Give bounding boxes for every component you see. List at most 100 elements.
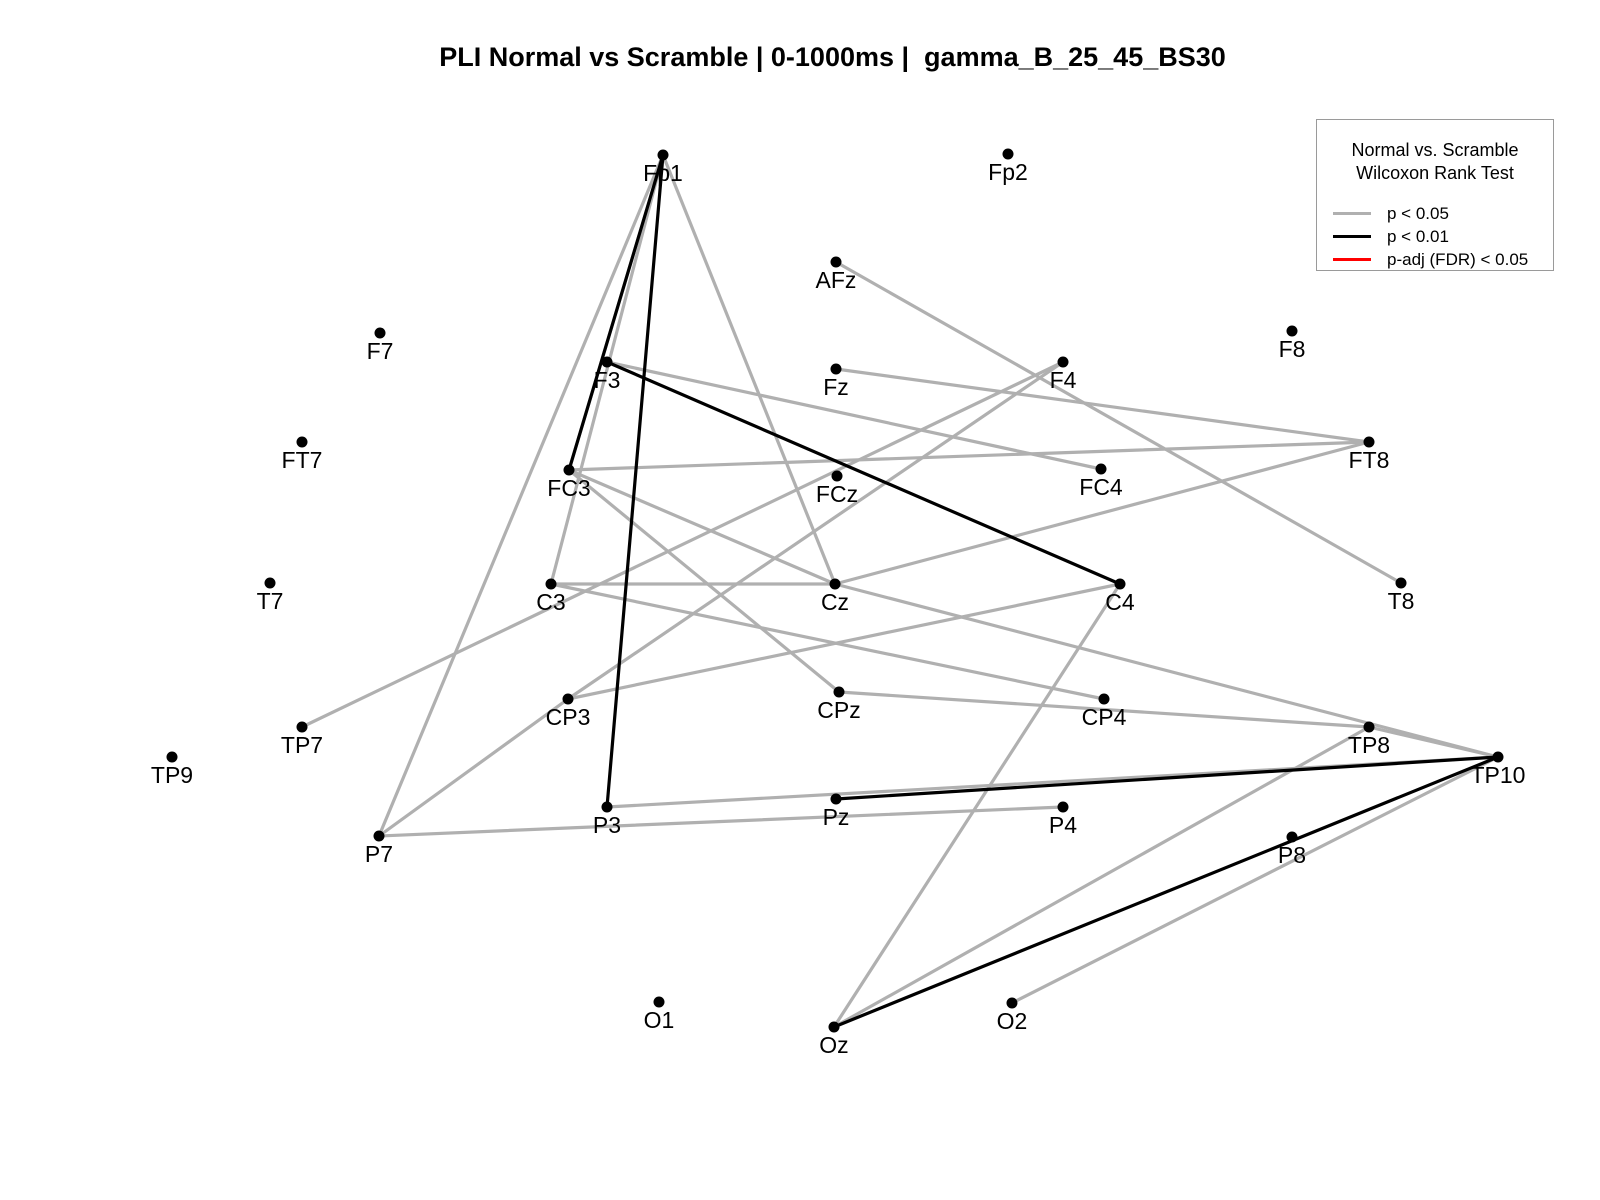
electrode-label-F8: F8 <box>1279 336 1306 362</box>
electrode-dot-P7 <box>373 830 385 842</box>
electrode-dot-T7 <box>264 577 276 589</box>
edge-Fp1-Cz-p05 <box>661 153 837 586</box>
electrode-label-P3: P3 <box>593 812 621 838</box>
legend-label-p01: p < 0.01 <box>1387 226 1449 246</box>
legend-title-line2: Wilcoxon Rank Test <box>1356 163 1514 183</box>
electrode-dot-C3 <box>545 578 557 590</box>
electrode-label-P7: P7 <box>365 841 393 867</box>
electrode-label-Fp1: Fp1 <box>643 160 683 186</box>
electrode-dot-TP9 <box>166 751 178 763</box>
electrode-dot-P8 <box>1286 831 1298 843</box>
electrode-label-Cz: Cz <box>821 589 849 615</box>
edge-layer <box>300 153 1500 1029</box>
edge-Oz-TP10-p01 <box>832 755 1500 1029</box>
electrode-dot-FT8 <box>1363 436 1375 448</box>
edge-Pz-TP10-p01 <box>834 755 1500 801</box>
edge-TP8-Oz-p05 <box>832 725 1371 1029</box>
plot-title: PLI Normal vs Scramble | 0-1000ms | gamm… <box>439 42 1226 72</box>
electrode-label-F3: F3 <box>594 367 621 393</box>
legend-entry-p01: p < 0.01 <box>1333 225 1449 248</box>
electrode-label-AFz: AFz <box>816 267 857 293</box>
edge-FC3-Cz-p05 <box>567 468 837 586</box>
electrode-label-O1: O1 <box>644 1007 675 1033</box>
edge-F3-FC4-p05 <box>605 360 1103 471</box>
edge-FC3-CPz-p05 <box>567 468 841 694</box>
electrode-dot-Pz <box>830 793 842 805</box>
electrode-dot-FT7 <box>296 436 308 448</box>
electrode-label-P8: P8 <box>1278 842 1306 868</box>
edge-Cz-FT8-p05 <box>833 440 1371 586</box>
electrode-label-FC4: FC4 <box>1079 474 1123 500</box>
electrode-dot-F8 <box>1286 325 1298 337</box>
electrode-label-TP10: TP10 <box>1471 762 1526 788</box>
electrode-label-Fp2: Fp2 <box>988 159 1028 185</box>
edge-F4-CP3-p05 <box>566 360 1065 701</box>
electrode-label-FT7: FT7 <box>282 447 323 473</box>
electrode-dot-CP3 <box>562 693 574 705</box>
electrode-dot-TP7 <box>296 721 308 733</box>
edge-F4-TP7-p05 <box>300 360 1065 729</box>
electrode-dot-TP10 <box>1492 751 1504 763</box>
legend-swatch-p01 <box>1333 235 1371 238</box>
legend-label-fdr: p-adj (FDR) < 0.05 <box>1387 249 1529 269</box>
electrode-dot-P3 <box>601 801 613 813</box>
edge-Fp1-C3-p05 <box>549 153 665 586</box>
electrode-dot-C4 <box>1114 578 1126 590</box>
electrode-dot-O2 <box>1006 997 1018 1009</box>
edge-Fp1-P7-p05 <box>377 153 665 838</box>
electrode-label-Pz: Pz <box>823 804 850 830</box>
electrode-label-T8: T8 <box>1388 588 1415 614</box>
electrode-dot-TP8 <box>1363 721 1375 733</box>
electrode-label-Oz: Oz <box>819 1032 848 1058</box>
electrode-label-TP9: TP9 <box>151 762 193 788</box>
electrode-dot-FC4 <box>1095 463 1107 475</box>
legend: Normal vs. Scramble Wilcoxon Rank Test p… <box>1316 119 1554 271</box>
electrode-dot-Fp2 <box>1002 148 1014 160</box>
electrode-dot-Fz <box>830 363 842 375</box>
edge-CP3-P7-p05 <box>377 697 570 838</box>
electrode-dot-FC3 <box>563 464 575 476</box>
electrode-dot-T8 <box>1395 577 1407 589</box>
edge-C4-Oz-p05 <box>832 582 1122 1029</box>
legend-entry-p05: p < 0.05 <box>1333 202 1449 225</box>
legend-swatch-fdr <box>1333 258 1371 261</box>
electrode-dot-Oz <box>828 1021 840 1033</box>
edge-Fp1-P3-p01 <box>605 153 665 809</box>
edge-FC3-FT8-p05 <box>567 440 1371 472</box>
electrode-dot-Cz <box>829 578 841 590</box>
edge-Fz-FT8-p05 <box>834 367 1371 444</box>
electrode-layer: Fp1 Fp2 AFz F7 F3 Fz F4 F8 FT7 FC3 FCz FC4 FT8 T7 C3 Cz… <box>151 148 1526 1058</box>
electrode-label-Fz: Fz <box>823 374 849 400</box>
edge-CPz-TP8-p05 <box>837 690 1371 729</box>
electrode-dot-FCz <box>831 470 843 482</box>
legend-title-line1: Normal vs. Scramble <box>1351 140 1519 160</box>
legend-swatch-p05 <box>1333 212 1371 215</box>
edge-C3-CP4-p05 <box>549 582 1106 701</box>
electrode-label-P4: P4 <box>1049 812 1077 838</box>
electrode-label-FT8: FT8 <box>1349 447 1390 473</box>
electrode-dot-P4 <box>1057 801 1069 813</box>
edge-C4-CP3-p05 <box>566 582 1122 701</box>
electrode-dot-F7 <box>374 327 386 339</box>
electrode-dot-Fp1 <box>657 149 669 161</box>
edge-TP10-O2-p05 <box>1010 755 1500 1005</box>
electrode-dot-CP4 <box>1098 693 1110 705</box>
legend-entry-fdr: p-adj (FDR) < 0.05 <box>1333 248 1528 271</box>
electrode-dot-CPz <box>833 686 845 698</box>
electrode-label-CP4: CP4 <box>1082 704 1127 730</box>
electrode-label-C3: C3 <box>536 589 565 615</box>
electrode-label-F4: F4 <box>1050 367 1077 393</box>
electrode-dot-AFz <box>830 256 842 268</box>
edge-Cz-TP10-p05 <box>833 582 1500 759</box>
electrode-dot-O1 <box>653 996 665 1008</box>
electrode-dot-F3 <box>601 356 613 368</box>
electrode-label-C4: C4 <box>1105 589 1135 615</box>
edge-F3-C4-p01 <box>605 360 1122 586</box>
electrode-label-CPz: CPz <box>817 697 860 723</box>
legend-label-p05: p < 0.05 <box>1387 203 1449 223</box>
edge-AFz-T8-p05 <box>834 260 1403 585</box>
electrode-label-T7: T7 <box>257 588 284 614</box>
electrode-label-F7: F7 <box>367 338 394 364</box>
electrode-label-FCz: FCz <box>816 481 858 507</box>
